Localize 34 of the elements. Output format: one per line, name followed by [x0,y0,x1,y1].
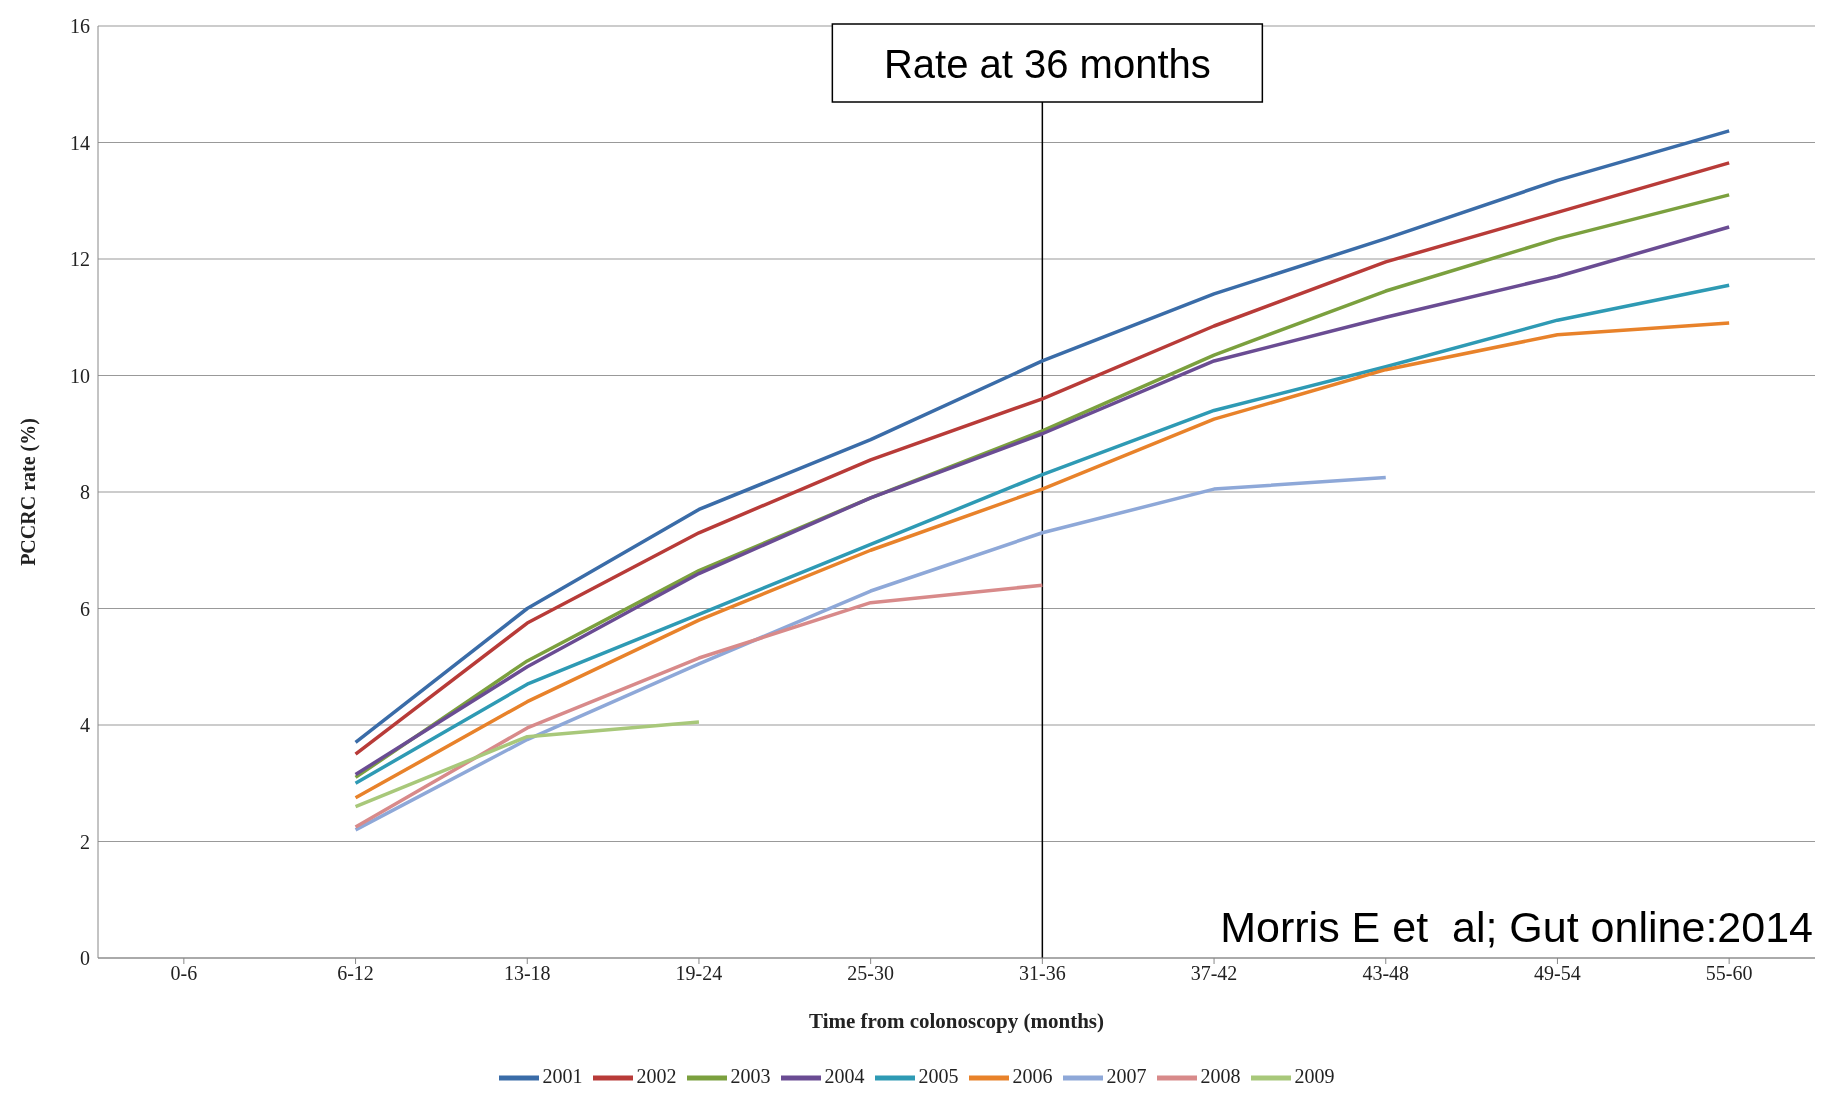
y-tick-label: 10 [70,364,90,387]
legend-label: 2006 [1012,1064,1053,1087]
x-tick-label: 0-6 [170,962,198,985]
x-tick-label: 13-18 [503,962,551,985]
y-tick-label: 14 [70,131,90,154]
x-tick-label: 31-36 [1019,962,1066,985]
x-tick-label: 37-42 [1190,962,1238,985]
y-axis-title: PCCRC rate (%) [17,418,41,566]
legend-label: 2007 [1106,1064,1147,1087]
y-tick-label: 16 [70,15,90,38]
ref-line-label: Rate at 36 months [883,42,1211,86]
y-tick-label: 6 [80,597,90,620]
x-tick-label: 6-12 [337,962,374,985]
y-tick-label: 2 [80,830,90,853]
legend-label: 2001 [542,1064,583,1087]
line-series [353,475,1388,832]
line-series [353,583,1045,829]
legend-label: 2005 [918,1064,959,1087]
x-tick-label: 43-48 [1362,962,1410,985]
legend-label: 2002 [636,1064,677,1087]
y-tick-label: 4 [80,714,90,737]
legend-label: 2003 [730,1064,771,1087]
x-axis-title: Time from colonoscopy (months) [809,1009,1104,1033]
x-tick-label: 55-60 [1705,962,1753,985]
y-tick-label: 12 [70,248,90,271]
legend-label: 2009 [1294,1064,1335,1087]
x-tick-label: 49-54 [1534,962,1581,985]
legend-label: 2004 [824,1064,865,1087]
annotation: Morris E et al; Gut online:2014 [1220,903,1813,952]
x-tick-label: 19-24 [675,962,723,985]
x-tick-label: 25-30 [847,962,894,985]
legend-label: 2008 [1200,1064,1241,1087]
y-tick-label: 8 [80,481,90,504]
y-tick-label: 0 [80,947,90,970]
